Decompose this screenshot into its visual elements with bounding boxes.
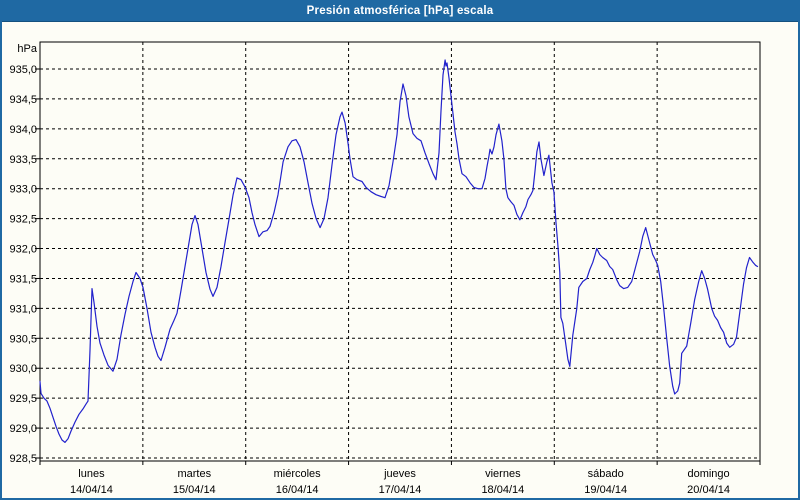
y-tick-label: 934,5 <box>9 94 37 106</box>
y-tick-label: 930,5 <box>9 333 37 345</box>
y-tick-label: 929,5 <box>9 393 37 405</box>
plot-border <box>39 41 761 462</box>
chart-area: 935,0 934,5 934,0 933,5 933,0 932,5 932,0 931,5… <box>2 22 798 498</box>
day-date-label: 17/04/14 <box>379 484 422 496</box>
day-date-label: 16/04/14 <box>276 484 319 496</box>
day-name-label: domingo <box>687 468 729 480</box>
day-date-label: 20/04/14 <box>687 484 730 496</box>
y-tick-label: 930,0 <box>9 363 37 375</box>
day-date-label: 18/04/14 <box>481 484 524 496</box>
x-day-labels: lunes 14/04/14 martes 15/04/14 miércoles 16/0… <box>70 468 730 496</box>
y-tick-label: 932,0 <box>9 244 37 256</box>
day-date-label: 14/04/14 <box>70 484 113 496</box>
day-name-label: sábado <box>588 468 624 480</box>
x-gridlines <box>39 42 761 465</box>
pressure-line-chart: 935,0 934,5 934,0 933,5 933,0 932,5 932,0 931,5… <box>9 41 761 496</box>
day-date-label: 19/04/14 <box>584 484 627 496</box>
pressure-series-line <box>39 59 759 443</box>
day-name-label: jueves <box>383 468 416 480</box>
y-tick-label: 933,5 <box>9 154 37 166</box>
y-tick-label: 931,5 <box>9 273 37 285</box>
y-tick-labels: 935,0 934,5 934,0 933,5 933,0 932,5 932,0 931,5… <box>9 64 37 465</box>
window-titlebar: Presión atmosférica [hPa] escala <box>2 2 798 22</box>
day-name-label: martes <box>177 468 211 480</box>
y-tick-label: 932,5 <box>9 214 37 226</box>
y-tick-label: 929,0 <box>9 423 37 435</box>
day-date-label: 15/04/14 <box>173 484 216 496</box>
window-title: Presión atmosférica [hPa] escala <box>306 5 494 17</box>
y-tick-label: 933,0 <box>9 184 37 196</box>
y-tick-label: 931,0 <box>9 303 37 315</box>
day-name-label: lunes <box>78 468 105 480</box>
y-axis-unit-label: hPa <box>17 43 37 55</box>
y-tick-label: 934,0 <box>9 124 37 136</box>
y-tick-label: 935,0 <box>9 64 37 76</box>
day-name-label: viernes <box>485 468 521 480</box>
y-tick-label: 928,5 <box>9 453 37 465</box>
day-name-label: miércoles <box>274 468 322 480</box>
